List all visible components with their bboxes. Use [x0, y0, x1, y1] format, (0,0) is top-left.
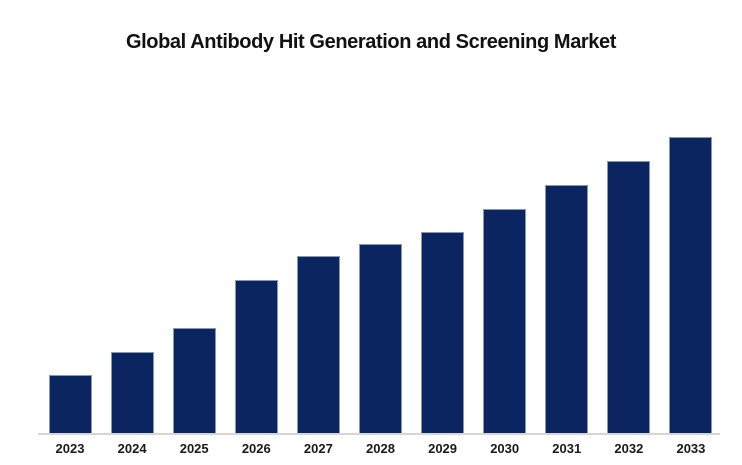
x-tick-label-2023: 2023: [55, 441, 85, 456]
bar-2031: [545, 185, 589, 433]
x-tick-label-2029: 2029: [428, 441, 458, 456]
bar-slot-2030: [474, 137, 536, 433]
x-axis-line: [38, 433, 720, 435]
bar-2024: [110, 352, 154, 433]
x-tick-label-2031: 2031: [552, 441, 582, 456]
bar-2032: [607, 161, 651, 433]
x-tick-label-2026: 2026: [241, 441, 271, 456]
bar-chart-plot-area: [39, 137, 722, 433]
bar-2025: [172, 328, 216, 433]
bar-slot-2028: [349, 137, 411, 433]
x-tick-label-2032: 2032: [614, 441, 644, 456]
bar-slot-2031: [536, 137, 598, 433]
bar-slot-2027: [287, 137, 349, 433]
bar-slot-2023: [39, 137, 101, 433]
x-tick-label-2033: 2033: [676, 441, 706, 456]
bar-slot-2025: [163, 137, 225, 433]
x-tick-label-2024: 2024: [117, 441, 147, 456]
x-tick-label-2028: 2028: [366, 441, 395, 456]
x-axis-labels: 2023 2024 2025 2026 2027 2028 2029 2030 2031 2032…: [39, 441, 722, 456]
bar-2028: [358, 244, 402, 433]
x-tick-label-2030: 2030: [490, 441, 520, 456]
bar-slot-2024: [101, 137, 163, 433]
bar-2026: [234, 280, 278, 433]
bar-2029: [421, 232, 465, 433]
bar-2033: [669, 137, 713, 433]
bar-slot-2033: [660, 137, 722, 433]
bar-slot-2029: [412, 137, 474, 433]
bar-slot-2026: [225, 137, 287, 433]
x-tick-label-2025: 2025: [179, 441, 209, 456]
bar-slot-2032: [598, 137, 660, 433]
bar-2027: [296, 256, 340, 433]
bar-2023: [48, 375, 92, 433]
x-tick-label-2027: 2027: [303, 441, 333, 456]
chart-title: Global Antibody Hit Generation and Scree…: [125, 31, 617, 53]
bar-2030: [483, 209, 527, 433]
